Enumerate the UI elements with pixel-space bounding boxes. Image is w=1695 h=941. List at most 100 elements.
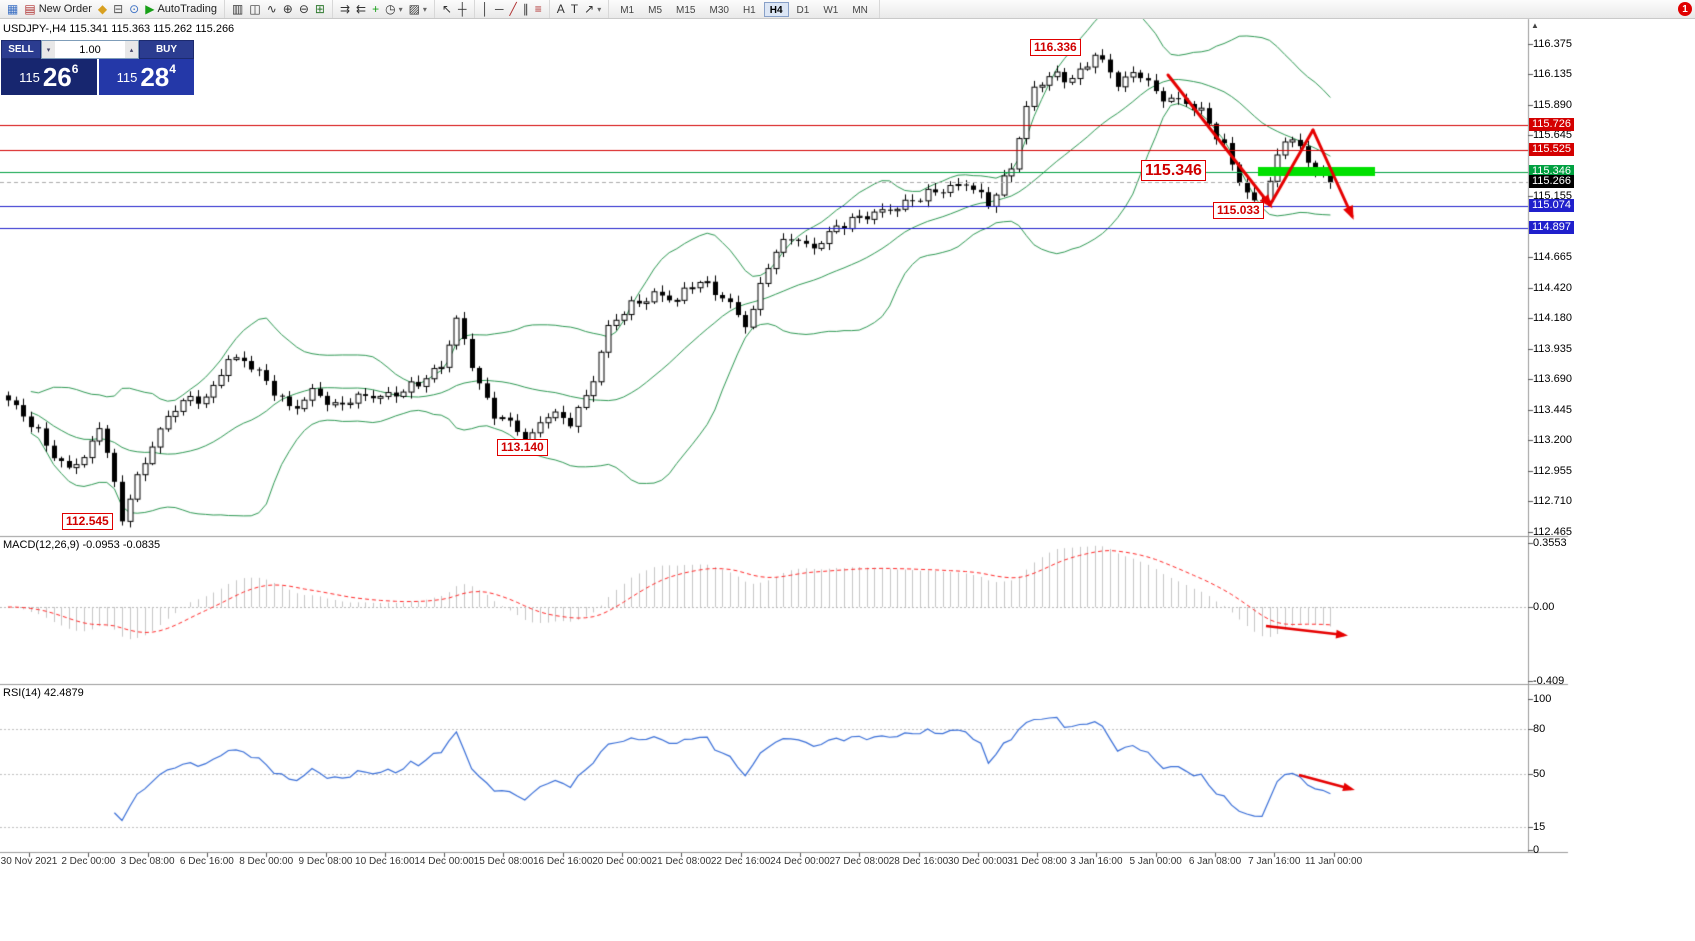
channel-icon-glyph: ∥ [522,1,529,16]
price-annotation[interactable]: 116.336 [1030,39,1081,56]
time-axis-label: 21 Dec 08:00 [651,856,712,867]
time-axis-label: 14 Dec 00:00 [414,856,474,867]
rsi-scale-label: 50 [1533,768,1546,781]
time-axis-label: 9 Dec 08:00 [298,856,353,867]
indicators-icon-glyph: + [372,1,380,16]
volume-increase-button[interactable]: ▴ [125,41,138,58]
timeframe-h1-button[interactable]: H1 [742,4,756,16]
volume-decrease-button[interactable]: ▾ [42,41,55,58]
toolbar-group: ▦ ▤ New Order ◆ ⊟ ⊙ ▶ AutoTrading [0,0,225,18]
autotrading-button[interactable]: ▶ AutoTrading [142,1,220,18]
timeframe-m5-button[interactable]: M5 [648,4,663,16]
time-axis-label: 24 Dec 00:00 [770,856,830,867]
time-axis-label: 15 Dec 08:00 [473,856,534,867]
app-menu-icon-button[interactable]: ▦ [4,1,21,18]
timeframe-w1-button[interactable]: W1 [823,4,839,16]
tile-windows-icon-button[interactable]: ⊞ [312,1,328,18]
sell-price-sup: 6 [71,62,79,76]
indicators-icon-button[interactable]: + [369,1,382,18]
time-axis-label: 16 Dec 16:00 [532,856,593,867]
expert-advisors-icon-button[interactable]: ◆ [95,1,110,18]
auto-scroll-icon-button[interactable]: ⇉ [337,1,353,18]
bar-chart-icon-glyph: ▥ [232,1,244,16]
arrows-icon-button[interactable]: ↗ ▾ [581,1,604,18]
notification-badge[interactable]: 1 [1678,2,1692,16]
toolbar-group: │ ─ ╱ ∥ ≡ [475,0,550,18]
buy-button[interactable]: BUY [139,40,194,59]
timeframe-d1-button[interactable]: D1 [796,4,810,16]
templates-icon-glyph: ▨ [408,1,420,16]
buy-price-sup: 4 [169,62,176,76]
vertical-line-icon-button[interactable]: │ [479,1,493,18]
price-axis-tick: 116.135 [1533,67,1572,80]
price-level-label: 115.726 [1529,117,1574,131]
time-axis-label: 8 Dec 00:00 [239,856,294,867]
sell-price[interactable]: 115 26 6 [1,59,97,95]
zoom-out-icon-glyph: ⊖ [298,1,309,16]
price-axis-tick: 114.180 [1533,311,1572,324]
new-order-button[interactable]: ▤ New Order [21,1,95,18]
channel-icon-button[interactable]: ∥ [520,1,532,18]
toolbar-group: A T ↗ ▾ [550,0,610,18]
line-chart-icon-button[interactable]: ∿ [264,1,280,18]
sell-price-big: 26 [42,62,72,92]
toolbar-group: ↖ ┼ [435,0,475,18]
timeframe-h4-button[interactable]: H4 [763,1,789,17]
text-label-icon-button[interactable]: T [568,1,581,18]
bar-chart-icon-button[interactable]: ▥ [229,1,246,18]
rsi-indicator-label: RSI(14) 42.4879 [3,687,84,699]
data-window-icon-button[interactable]: ⊙ [126,1,142,18]
time-axis-label: 30 Nov 2021 [0,856,58,867]
rsi-scale-label: 15 [1533,821,1546,833]
timeframe-mn-button[interactable]: MN [852,4,868,16]
timeframe-m15-button[interactable]: M15 [676,4,696,16]
price-annotation[interactable]: 115.346 [1141,160,1206,181]
periods-icon-button[interactable]: ◷ ▾ [382,1,406,18]
one-click-trading-panel: SELL ▾ ▴ BUY 115 26 6 115 28 4 [1,40,194,95]
trendline-icon-glyph: ╱ [509,1,517,16]
price-axis-tick: 115.155 [1533,190,1572,203]
price-axis-tick: 116.375 [1533,38,1572,50]
horizontal-line-icon-button[interactable]: ─ [492,1,507,18]
fibonacci-icon-glyph: ≡ [534,1,542,16]
time-axis-label: 27 Dec 08:00 [829,856,889,867]
new-order-glyph: ▤ [24,1,36,16]
price-annotation[interactable]: 113.140 [497,439,548,456]
dropdown-caret-icon: ▾ [597,4,602,14]
time-axis-label: 7 Jan 16:00 [1248,856,1301,867]
zoom-out-icon-button[interactable]: ⊖ [296,1,312,18]
timeframe-toolbar: M1 M5 M15 M30 H1 H4 D1 W1 MN [609,0,880,18]
zoom-in-icon-button[interactable]: ⊕ [280,1,296,18]
cursor-icon-button[interactable]: ↖ [439,1,455,18]
text-icon-button[interactable]: A [554,1,568,18]
timeframe-m30-button[interactable]: M30 [709,4,729,16]
rsi-scale-label: 100 [1533,693,1552,705]
buy-price[interactable]: 115 28 4 [98,59,194,95]
candlestick-chart-icon-button[interactable]: ◫ [246,1,263,18]
crosshair-icon-button[interactable]: ┼ [455,1,470,18]
autotrading-glyph: ▶ [145,1,155,16]
price-annotation[interactable]: 112.545 [62,513,113,530]
trendline-icon-button[interactable]: ╱ [507,1,520,18]
periods-icon-glyph: ◷ [385,1,396,16]
price-axis-tick: 114.665 [1533,251,1572,264]
price-axis-tick: 112.465 [1533,525,1572,538]
time-axis-label: 22 Dec 16:00 [710,856,771,867]
fibonacci-icon-button[interactable]: ≡ [532,1,545,18]
print-icon-button[interactable]: ⊟ [110,1,126,18]
rsi-scale-label: 0 [1533,843,1540,856]
price-axis-tick: 114.420 [1533,281,1572,294]
timeframe-m1-button[interactable]: M1 [620,4,635,16]
buy-price-big: 28 [140,62,170,92]
time-axis-label: 10 Dec 16:00 [355,856,415,867]
templates-icon-button[interactable]: ▨ ▾ [406,1,430,18]
chart-shift-icon-button[interactable]: ⇇ [353,1,369,18]
volume-input[interactable] [55,41,125,58]
sell-button[interactable]: SELL [1,40,41,59]
price-level-label: 115.074 [1529,199,1574,213]
price-annotation[interactable]: 115.033 [1213,202,1264,219]
time-axis-label: 20 Dec 00:00 [592,856,652,867]
price-axis-tick: 113.935 [1533,342,1572,355]
